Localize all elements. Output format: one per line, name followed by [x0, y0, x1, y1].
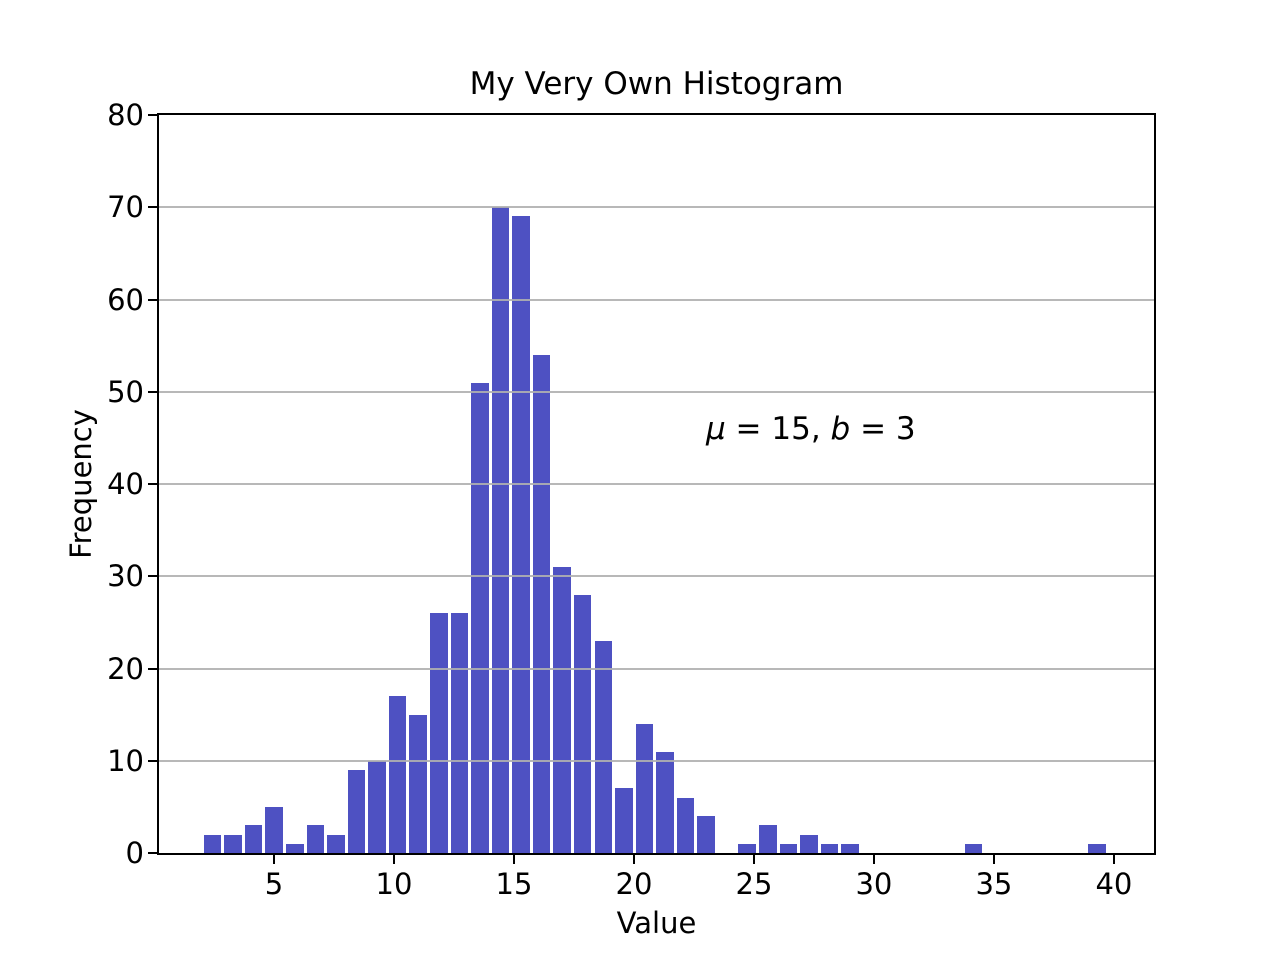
histogram-bar	[738, 843, 757, 853]
histogram-bar	[1088, 843, 1106, 853]
y-tick-label-80: 80	[107, 98, 144, 132]
histogram-bar	[347, 769, 366, 853]
histogram-bar	[368, 760, 386, 853]
y-tick-label-30: 30	[107, 559, 144, 594]
y-tick-label-40: 40	[107, 467, 144, 501]
histogram-bar	[841, 843, 859, 853]
histogram-bar	[615, 788, 633, 853]
x-tick-mark-5	[272, 855, 275, 864]
histogram-bar	[203, 834, 222, 853]
histogram-bar	[327, 834, 345, 853]
y-tick-mark-20	[148, 667, 157, 670]
y-tick-label-70: 70	[107, 190, 144, 225]
chart-title: My Very Own Histogram	[469, 66, 844, 102]
histogram-bar	[512, 216, 530, 853]
histogram-bar	[676, 797, 695, 853]
histogram-bar	[491, 207, 510, 853]
y-tick-mark-0	[148, 852, 157, 854]
y-gridline-40	[159, 483, 1154, 485]
y-tick-mark-40	[148, 483, 157, 485]
histogram-bar	[265, 806, 283, 853]
histogram-bar	[224, 834, 242, 853]
histogram-bar	[471, 382, 489, 853]
annotation-value: = 15,	[725, 410, 831, 447]
y-tick-mark-70	[148, 206, 157, 209]
histogram-bar	[697, 816, 715, 853]
histogram-bar	[964, 843, 983, 853]
x-tick-mark-35	[992, 855, 995, 864]
histogram-bar	[553, 567, 571, 853]
histogram-bar	[388, 696, 407, 853]
x-tick-label-10: 10	[375, 867, 413, 901]
histogram-bar	[573, 594, 592, 853]
histogram-bar	[409, 714, 427, 853]
x-tick-mark-30	[872, 855, 875, 864]
x-tick-mark-10	[392, 855, 395, 864]
histogram-bar	[635, 723, 654, 853]
y-gridline-50	[159, 390, 1154, 393]
y-tick-label-50: 50	[107, 374, 144, 409]
annotation-variable: μ	[705, 410, 726, 447]
y-tick-label-0: 0	[125, 836, 144, 870]
x-tick-mark-15	[512, 855, 515, 864]
y-tick-mark-50	[148, 390, 157, 393]
y-tick-mark-30	[148, 575, 157, 578]
x-tick-label-5: 5	[264, 867, 284, 901]
histogram-bar	[532, 354, 551, 853]
histogram-bar	[656, 751, 674, 853]
histogram-bar	[759, 825, 777, 853]
x-tick-label-20: 20	[615, 867, 653, 901]
x-tick-label-30: 30	[855, 867, 893, 901]
x-tick-mark-20	[632, 855, 635, 864]
y-axis-label: Frequency	[64, 409, 98, 559]
x-tick-mark-40	[1112, 855, 1115, 864]
annotation-value: = 3	[850, 410, 916, 447]
histogram-bar	[429, 613, 448, 853]
annotation-variable: b	[830, 410, 851, 447]
y-gridline-20	[159, 667, 1154, 670]
y-gridline-70	[159, 206, 1154, 209]
y-tick-label-10: 10	[107, 743, 144, 778]
y-tick-mark-10	[148, 759, 157, 762]
x-tick-label-15: 15	[495, 867, 533, 901]
x-tick-mark-25	[752, 855, 755, 864]
x-tick-label-25: 25	[735, 867, 773, 901]
x-tick-label-35: 35	[975, 867, 1013, 901]
y-tick-label-20: 20	[107, 651, 144, 686]
histogram-bar	[820, 843, 839, 853]
annotation-text: μ = 15, b = 3	[706, 409, 916, 449]
plot-area: μ = 15, b = 3	[157, 113, 1156, 855]
histogram-bar	[244, 825, 263, 853]
y-tick-mark-80	[148, 114, 157, 116]
histogram-bar	[779, 843, 798, 853]
histogram-bar	[800, 834, 818, 853]
y-gridline-10	[159, 759, 1154, 762]
y-tick-mark-60	[148, 298, 157, 301]
x-tick-label-40: 40	[1095, 867, 1133, 901]
histogram-bar	[450, 613, 469, 853]
y-tick-label-60: 60	[107, 282, 144, 317]
histogram-bar	[306, 825, 325, 853]
histogram-bar	[594, 640, 613, 853]
y-gridline-60	[159, 298, 1154, 301]
histogram-bar	[286, 843, 304, 853]
y-gridline-30	[159, 575, 1154, 578]
x-axis-label: Value	[616, 906, 697, 940]
